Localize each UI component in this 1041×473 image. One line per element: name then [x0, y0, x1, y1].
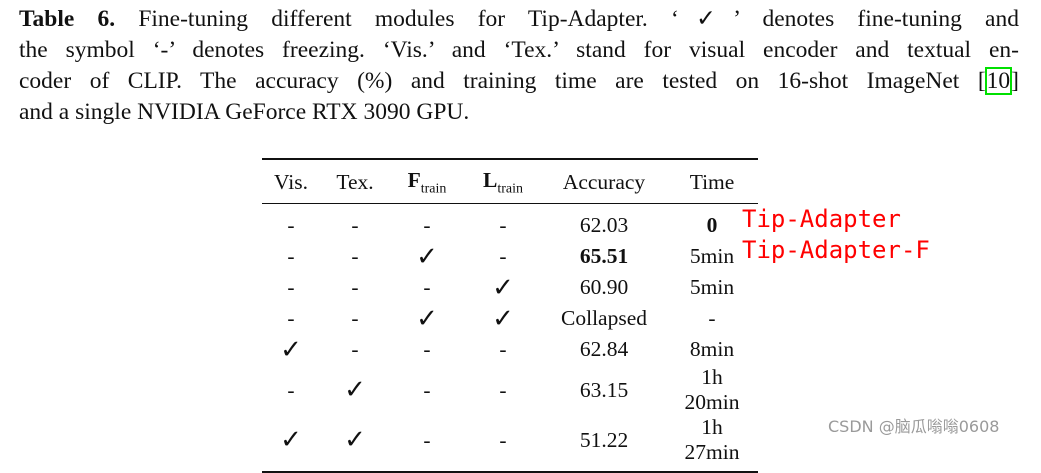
- header-time: Time: [689, 170, 735, 195]
- cell-f-train: ✓: [416, 303, 438, 334]
- caption-line-3: coder of CLIP. The accuracy (%) and trai…: [19, 67, 1019, 95]
- cell-tex: -: [351, 213, 359, 238]
- cell-f-train: -: [423, 337, 431, 362]
- table-row: ✓ - - - 62.84 8min: [262, 334, 758, 365]
- cell-time: 0: [706, 213, 718, 238]
- results-table: Vis. Tex. Ftrain Ltrain Accuracy Time - …: [262, 158, 758, 473]
- cell-vis: -: [287, 244, 295, 269]
- cell-l-train: ✓: [492, 303, 514, 334]
- cell-f-train: ✓: [416, 241, 438, 272]
- cell-l-train: -: [499, 244, 507, 269]
- cell-tex: -: [351, 275, 359, 300]
- caption-line-2: the symbol ‘-’ denotes freezing. ‘Vis.’ …: [19, 37, 1019, 63]
- header-f-train: Ftrain: [407, 168, 447, 197]
- cell-accuracy: 65.51: [579, 244, 629, 269]
- citation-link[interactable]: 10: [984, 67, 1013, 95]
- cell-l-train: -: [499, 427, 507, 452]
- caption-line-1: Table 6. Fine-tuning different modules f…: [19, 6, 1019, 32]
- cell-f-train: -: [423, 213, 431, 238]
- cell-accuracy: 62.03: [579, 213, 629, 238]
- table-row: - ✓ - - 63.15 1h 20min: [262, 365, 758, 415]
- cell-l-train: -: [499, 337, 507, 362]
- header-tex: Tex.: [336, 170, 374, 195]
- caption-label: Table 6.: [19, 6, 116, 32]
- watermark: CSDN @脑瓜嗡嗡0608: [828, 417, 1000, 436]
- cell-vis: ✓: [280, 334, 302, 365]
- cell-vis: ✓: [280, 425, 302, 456]
- header-accuracy: Accuracy: [562, 170, 646, 195]
- table-row: - - - ✓ 60.90 5min: [262, 272, 758, 303]
- cell-f-train: -: [423, 427, 431, 452]
- cell-tex: -: [351, 306, 359, 331]
- header-row: Vis. Tex. Ftrain Ltrain Accuracy Time: [262, 159, 758, 204]
- cell-accuracy: 63.15: [579, 377, 629, 402]
- cell-l-train: ✓: [492, 272, 514, 303]
- cell-time: 8min: [689, 337, 735, 362]
- cell-vis: -: [287, 377, 295, 402]
- cell-f-train: -: [423, 377, 431, 402]
- cell-f-train: -: [423, 275, 431, 300]
- annotation-tip-adapter-f: Tip-Adapter-F: [742, 236, 930, 264]
- cell-tex: -: [351, 244, 359, 269]
- caption-line-4: and a single NVIDIA GeForce RTX 3090 GPU…: [19, 99, 470, 125]
- table-caption: Table 6. Fine-tuning different modules f…: [19, 4, 1019, 128]
- table-row: ✓ ✓ - - 51.22 1h 27min: [262, 415, 758, 473]
- annotation-tip-adapter: Tip-Adapter: [742, 205, 901, 233]
- cell-l-train: -: [499, 213, 507, 238]
- cell-time: 1h 27min: [684, 415, 740, 465]
- cell-vis: -: [287, 306, 295, 331]
- cell-vis: -: [287, 275, 295, 300]
- cell-tex: ✓: [344, 375, 366, 406]
- cell-time: 5min: [689, 244, 735, 269]
- table-row: - - ✓ - 65.51 5min: [262, 241, 758, 272]
- cell-tex: ✓: [344, 425, 366, 456]
- cell-accuracy: 51.22: [579, 427, 629, 452]
- cell-tex: -: [351, 337, 359, 362]
- cell-time: -: [708, 306, 716, 331]
- table-row: - - ✓ ✓ Collapsed -: [262, 303, 758, 334]
- cell-l-train: -: [499, 377, 507, 402]
- cell-vis: -: [287, 213, 295, 238]
- cell-time: 5min: [689, 275, 735, 300]
- header-l-train: Ltrain: [483, 168, 523, 197]
- cell-accuracy: 62.84: [579, 337, 629, 362]
- cell-accuracy: Collapsed: [561, 306, 647, 331]
- cell-accuracy: 60.90: [579, 275, 629, 300]
- cell-time: 1h 20min: [684, 365, 740, 415]
- table-row: - - - - 62.03 0: [262, 204, 758, 242]
- header-vis: Vis.: [274, 170, 308, 195]
